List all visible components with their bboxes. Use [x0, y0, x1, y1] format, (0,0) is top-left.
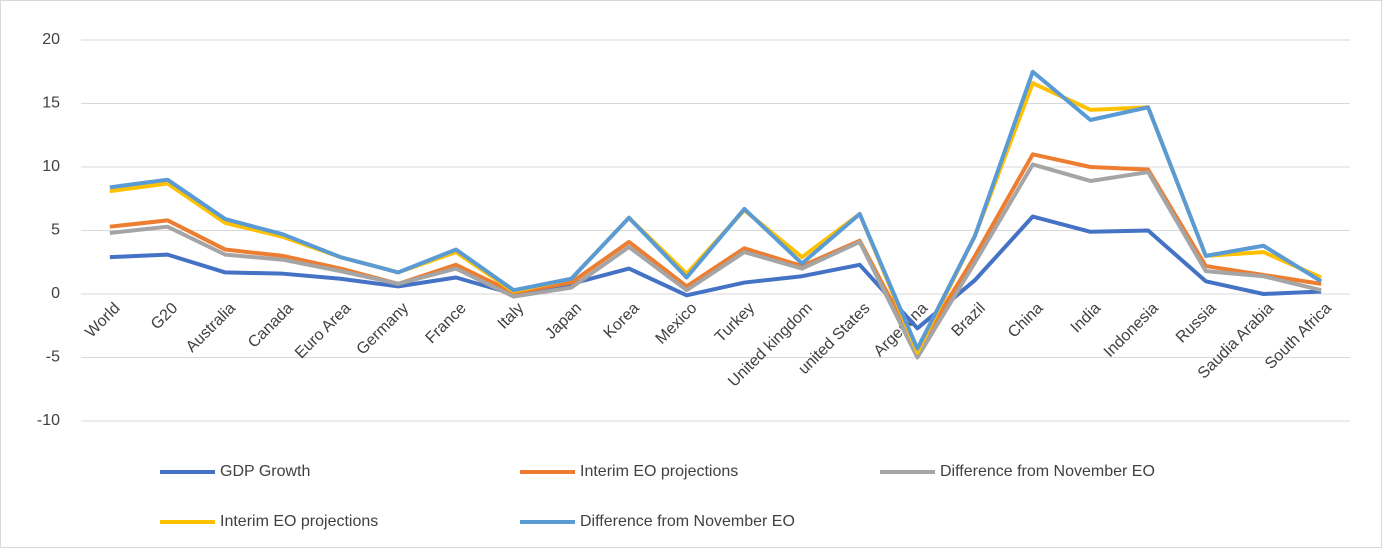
legend-label: Interim EO projections: [220, 513, 378, 530]
legend-label: Difference from November EO: [580, 513, 795, 530]
series-line: [109, 214, 1322, 331]
y-tick-label: 15: [42, 95, 60, 112]
series-line: [109, 162, 1322, 360]
y-tick-label: 0: [51, 285, 60, 302]
legend-label: Interim EO projections: [580, 463, 738, 480]
series-line: [109, 152, 1322, 352]
y-tick-label: 20: [42, 31, 60, 48]
legend-label: GDP Growth: [220, 463, 310, 480]
series-line: [109, 69, 1323, 351]
y-tick-label: -5: [46, 349, 60, 366]
y-tick-label: -10: [37, 412, 60, 429]
y-tick-label: 5: [51, 222, 60, 239]
y-tick-label: 10: [42, 158, 60, 175]
legend-label: Difference from November EO: [940, 463, 1155, 480]
